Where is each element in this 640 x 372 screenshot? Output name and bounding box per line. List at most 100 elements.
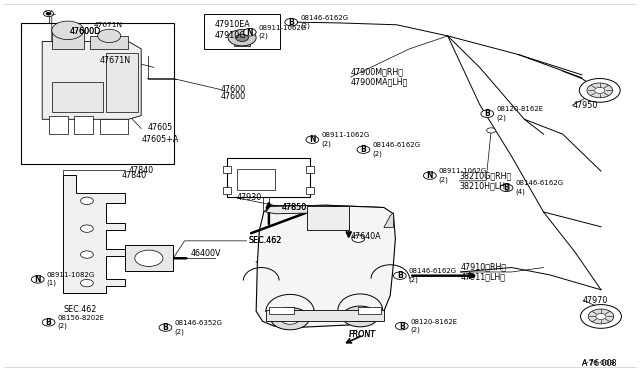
- Polygon shape: [63, 175, 125, 294]
- Circle shape: [52, 21, 84, 39]
- Polygon shape: [106, 52, 138, 112]
- Text: B: B: [484, 109, 490, 118]
- Circle shape: [81, 197, 93, 205]
- Polygon shape: [49, 116, 68, 134]
- Circle shape: [46, 12, 51, 15]
- Text: 47840: 47840: [129, 166, 154, 175]
- Circle shape: [595, 87, 605, 93]
- Polygon shape: [234, 38, 250, 46]
- Text: 08146-6162G: 08146-6162G: [515, 180, 564, 186]
- Text: (2): (2): [496, 114, 506, 121]
- Circle shape: [500, 184, 513, 192]
- Polygon shape: [266, 310, 384, 321]
- Text: B: B: [360, 145, 366, 154]
- Circle shape: [81, 279, 93, 287]
- Text: SEC.462: SEC.462: [248, 236, 282, 246]
- Text: (2): (2): [372, 150, 382, 157]
- Bar: [306, 187, 314, 194]
- Circle shape: [44, 11, 54, 17]
- Bar: [306, 166, 314, 173]
- Polygon shape: [125, 245, 173, 271]
- Text: 47600: 47600: [221, 85, 246, 94]
- Text: (2): (2): [174, 328, 184, 334]
- Text: B: B: [397, 271, 403, 280]
- Circle shape: [236, 34, 248, 41]
- Text: 47605: 47605: [148, 123, 173, 132]
- Circle shape: [243, 29, 256, 36]
- Text: 08146-6352G: 08146-6352G: [174, 320, 222, 326]
- Text: 47910G: 47910G: [214, 31, 246, 41]
- Circle shape: [271, 308, 309, 330]
- Circle shape: [81, 225, 93, 232]
- Text: 47600: 47600: [221, 92, 246, 101]
- Text: FRONT: FRONT: [349, 330, 376, 340]
- Text: (2): (2): [411, 327, 420, 333]
- Polygon shape: [384, 213, 394, 228]
- Text: (2): (2): [58, 323, 67, 329]
- Text: 08911-1062G: 08911-1062G: [259, 25, 307, 31]
- Text: 47970: 47970: [583, 296, 609, 305]
- Text: B: B: [163, 323, 168, 332]
- Text: 47840: 47840: [122, 171, 147, 180]
- Circle shape: [42, 319, 55, 326]
- Polygon shape: [307, 206, 349, 231]
- Polygon shape: [90, 36, 129, 49]
- Text: 47910EA: 47910EA: [214, 20, 250, 29]
- Text: 47910（RH）: 47910（RH）: [461, 262, 507, 271]
- Text: 08146-6162G: 08146-6162G: [300, 15, 348, 21]
- Bar: [269, 307, 294, 314]
- Polygon shape: [100, 119, 129, 134]
- Circle shape: [31, 276, 44, 283]
- Circle shape: [280, 313, 300, 324]
- Text: 08156-8202E: 08156-8202E: [58, 315, 104, 321]
- Circle shape: [159, 324, 172, 331]
- Circle shape: [481, 110, 493, 118]
- Text: 38210H（LH）: 38210H（LH）: [460, 182, 510, 190]
- Polygon shape: [52, 82, 103, 112]
- Text: N: N: [427, 171, 433, 180]
- Text: 08146-6162G: 08146-6162G: [409, 268, 457, 274]
- Polygon shape: [52, 31, 84, 49]
- Text: 08911-1062G: 08911-1062G: [321, 132, 369, 138]
- Text: (2): (2): [409, 276, 419, 283]
- Circle shape: [596, 314, 606, 320]
- Text: 47640A: 47640A: [351, 231, 381, 241]
- Text: (2): (2): [300, 23, 310, 29]
- Text: 47600D: 47600D: [70, 26, 101, 36]
- Bar: [223, 187, 230, 194]
- Circle shape: [486, 128, 495, 133]
- Text: 46400V: 46400V: [191, 249, 221, 258]
- Text: B: B: [399, 321, 404, 331]
- Circle shape: [81, 251, 93, 258]
- Text: 47850: 47850: [282, 203, 307, 212]
- Text: 08146-6162G: 08146-6162G: [372, 142, 420, 148]
- Text: 47900MA（LH）: 47900MA（LH）: [351, 78, 408, 87]
- Text: A·76·008: A·76·008: [582, 359, 618, 368]
- Circle shape: [394, 272, 406, 279]
- Text: (2): (2): [321, 140, 331, 147]
- Circle shape: [396, 323, 408, 330]
- Circle shape: [228, 30, 256, 46]
- Text: N: N: [35, 275, 41, 284]
- Text: B: B: [45, 318, 51, 327]
- Text: N: N: [309, 135, 316, 144]
- Text: (1): (1): [47, 280, 57, 286]
- Circle shape: [588, 309, 614, 324]
- Circle shape: [352, 235, 365, 242]
- Text: B: B: [289, 18, 294, 27]
- Circle shape: [351, 311, 369, 322]
- Text: (2): (2): [439, 176, 449, 183]
- Polygon shape: [42, 41, 141, 119]
- Bar: [358, 307, 381, 314]
- Circle shape: [342, 306, 378, 327]
- Polygon shape: [256, 205, 396, 328]
- Text: (4): (4): [515, 188, 525, 195]
- Circle shape: [587, 83, 612, 98]
- Circle shape: [285, 19, 298, 26]
- Circle shape: [357, 146, 370, 153]
- Circle shape: [306, 136, 319, 143]
- Text: 08911-1082G: 08911-1082G: [47, 272, 95, 278]
- Text: SEC.462: SEC.462: [248, 236, 282, 246]
- Circle shape: [424, 172, 436, 179]
- Text: B: B: [504, 183, 509, 192]
